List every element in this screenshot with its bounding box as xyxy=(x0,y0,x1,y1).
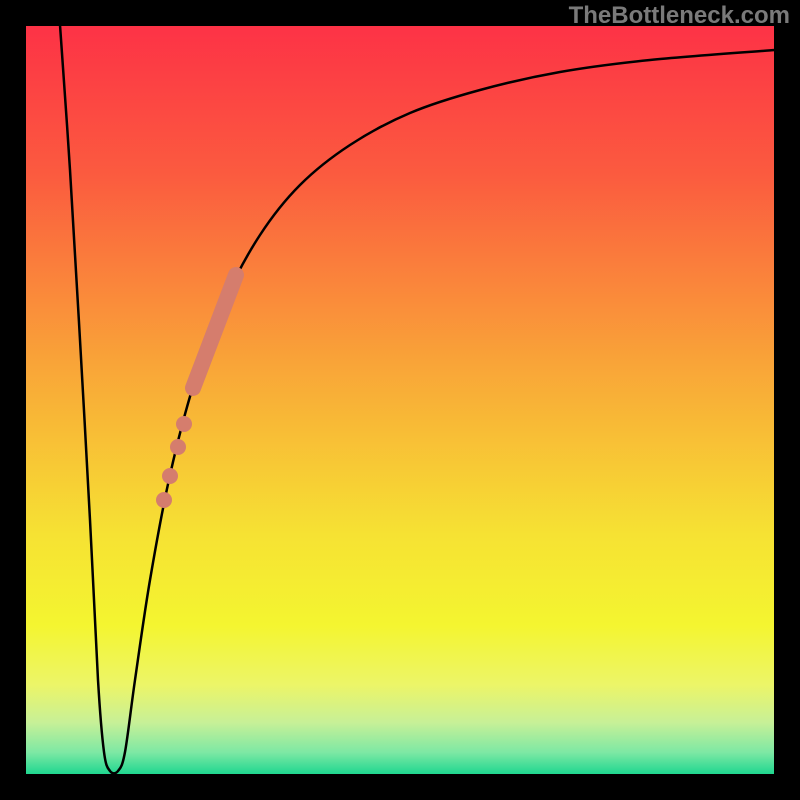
watermark-text: TheBottleneck.com xyxy=(569,2,790,30)
highlight-dot xyxy=(176,416,192,432)
bottleneck-chart: TheBottleneck.com xyxy=(0,0,800,800)
highlight-dot xyxy=(156,492,172,508)
highlight-dot xyxy=(162,468,178,484)
highlight-dot xyxy=(170,439,186,455)
chart-svg xyxy=(0,0,800,800)
